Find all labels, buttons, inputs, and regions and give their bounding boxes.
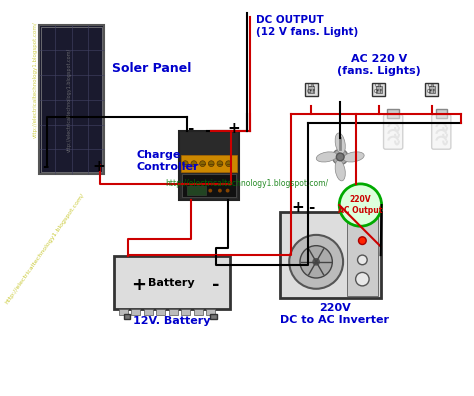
Text: -: - xyxy=(212,276,220,294)
FancyBboxPatch shape xyxy=(376,86,382,93)
FancyBboxPatch shape xyxy=(194,309,202,315)
Circle shape xyxy=(312,258,320,266)
FancyBboxPatch shape xyxy=(114,256,229,309)
FancyBboxPatch shape xyxy=(156,309,165,315)
Text: ON
OFF: ON OFF xyxy=(374,83,383,94)
Text: +: + xyxy=(93,159,106,174)
Circle shape xyxy=(337,153,344,161)
Circle shape xyxy=(333,149,348,165)
FancyBboxPatch shape xyxy=(210,314,217,319)
FancyBboxPatch shape xyxy=(372,83,385,96)
FancyBboxPatch shape xyxy=(347,215,378,295)
Circle shape xyxy=(289,235,343,289)
Text: +: + xyxy=(291,200,304,215)
Text: -: - xyxy=(309,200,315,215)
Circle shape xyxy=(218,188,222,192)
FancyBboxPatch shape xyxy=(182,309,190,315)
FancyBboxPatch shape xyxy=(39,25,104,174)
Text: http://electricaltechnology1.blogspot.com/: http://electricaltechnology1.blogspot.co… xyxy=(165,179,328,188)
Text: vttp://electricaltechnology1.blogspot.com/: vttp://electricaltechnology1.blogspot.co… xyxy=(67,48,72,152)
FancyBboxPatch shape xyxy=(182,155,237,172)
Circle shape xyxy=(339,184,382,226)
Circle shape xyxy=(200,161,206,167)
Text: -: - xyxy=(42,159,48,174)
Text: AC 220 V
(fans. Lights): AC 220 V (fans. Lights) xyxy=(337,54,420,76)
FancyBboxPatch shape xyxy=(305,83,318,96)
FancyBboxPatch shape xyxy=(124,314,130,319)
FancyBboxPatch shape xyxy=(387,109,399,118)
Text: 220V
DC to AC Inverter: 220V DC to AC Inverter xyxy=(281,303,390,325)
Ellipse shape xyxy=(316,152,337,162)
Ellipse shape xyxy=(335,160,345,181)
Circle shape xyxy=(356,272,369,286)
FancyBboxPatch shape xyxy=(309,86,314,93)
Ellipse shape xyxy=(343,152,364,162)
FancyBboxPatch shape xyxy=(436,109,447,118)
Circle shape xyxy=(357,255,367,265)
Circle shape xyxy=(358,237,366,244)
Circle shape xyxy=(226,188,229,192)
FancyBboxPatch shape xyxy=(187,186,207,195)
Circle shape xyxy=(300,246,332,278)
FancyBboxPatch shape xyxy=(429,86,435,93)
FancyBboxPatch shape xyxy=(144,309,153,315)
Text: DC OUTPUT
(12 V fans. Light): DC OUTPUT (12 V fans. Light) xyxy=(256,15,359,37)
Circle shape xyxy=(209,161,214,167)
Text: Charge
Controller: Charge Controller xyxy=(136,150,199,171)
Text: http://electricaltechnology1.blogspot.com/: http://electricaltechnology1.blogspot.co… xyxy=(4,192,85,305)
Text: +: + xyxy=(131,276,146,294)
FancyBboxPatch shape xyxy=(169,309,178,315)
Text: Battery: Battery xyxy=(148,278,195,287)
Circle shape xyxy=(191,161,197,167)
FancyBboxPatch shape xyxy=(280,212,381,299)
Ellipse shape xyxy=(335,133,345,154)
FancyBboxPatch shape xyxy=(131,309,140,315)
Text: Soler Panel: Soler Panel xyxy=(112,62,191,75)
Circle shape xyxy=(209,188,212,192)
FancyBboxPatch shape xyxy=(425,83,438,96)
FancyBboxPatch shape xyxy=(180,131,239,200)
FancyBboxPatch shape xyxy=(207,309,215,315)
FancyBboxPatch shape xyxy=(119,309,128,315)
Circle shape xyxy=(182,161,188,167)
Text: 12V. Battery: 12V. Battery xyxy=(133,316,210,326)
Text: 220V
AC Output: 220V AC Output xyxy=(338,195,383,215)
FancyBboxPatch shape xyxy=(432,114,451,149)
FancyBboxPatch shape xyxy=(383,114,403,149)
Text: ON
OFF: ON OFF xyxy=(427,83,436,94)
Circle shape xyxy=(217,161,223,167)
Text: ON
OFF: ON OFF xyxy=(307,83,316,94)
FancyBboxPatch shape xyxy=(182,174,236,197)
Text: +: + xyxy=(228,120,240,135)
Text: -: - xyxy=(187,120,193,135)
Circle shape xyxy=(226,161,231,167)
Text: vttp://electricaltechnology1.blogspot.com/: vttp://electricaltechnology1.blogspot.co… xyxy=(33,21,37,138)
